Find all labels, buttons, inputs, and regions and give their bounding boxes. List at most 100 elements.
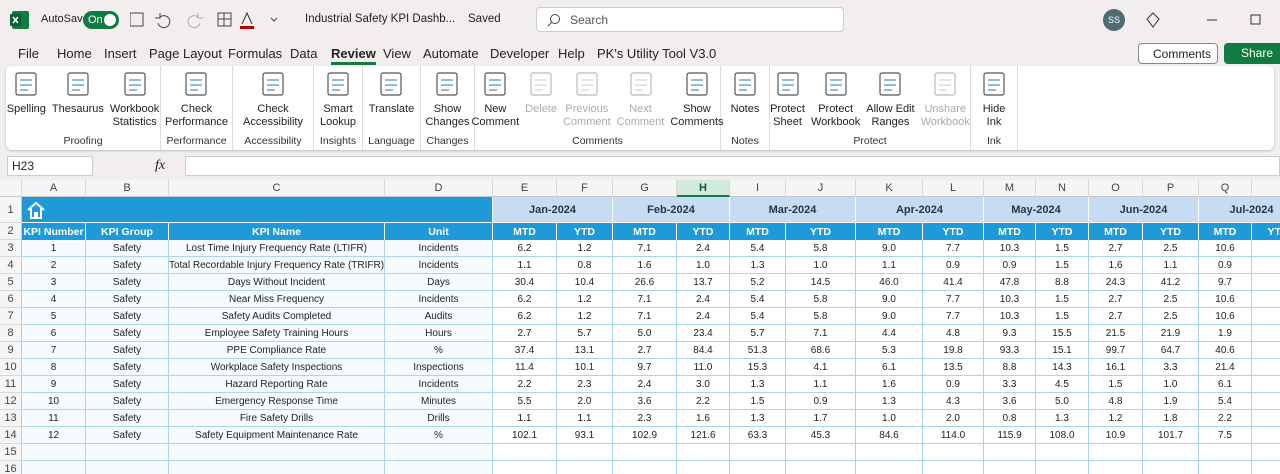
- title-band: [22, 197, 493, 223]
- value-cell: 21.5: [1089, 325, 1143, 342]
- empty-cell: [677, 444, 730, 461]
- value-cell: 3.3: [1143, 359, 1199, 376]
- button-label: Lookup: [319, 116, 357, 128]
- ribbon-button[interactable]: Show Changes: [422, 66, 472, 150]
- ribbon-button[interactable]: Thesaurus: [49, 66, 107, 150]
- value-cell: 1.5: [1036, 240, 1089, 257]
- value-cell: 10.3: [984, 291, 1036, 308]
- value-cell: 1.6: [613, 257, 677, 274]
- search-box[interactable]: Search: [536, 7, 844, 32]
- menu-tab[interactable]: View: [383, 46, 411, 61]
- ribbon-button[interactable]: Protect Workbook: [808, 66, 863, 150]
- empty-cell: [786, 444, 856, 461]
- autosave-state: On: [88, 14, 103, 26]
- value-cell: 10.3: [984, 240, 1036, 257]
- month-header: Apr-2024: [856, 197, 984, 223]
- button-label: Changes: [425, 116, 470, 128]
- empty-cell: [613, 461, 677, 474]
- share-button[interactable]: Share: [1224, 43, 1280, 64]
- value-cell: 1.9: [1199, 325, 1252, 342]
- ribbon-button[interactable]: Show Comments: [667, 66, 726, 150]
- text-cell: Workplace Safety Inspections: [169, 359, 385, 376]
- menu-tab[interactable]: File: [18, 46, 39, 61]
- menu-tab[interactable]: Review: [331, 46, 376, 65]
- text-cell: Incidents: [385, 376, 493, 393]
- text-cell: Safety: [86, 410, 169, 427]
- excel-logo[interactable]: [10, 10, 30, 30]
- text-cell: 10: [22, 393, 86, 410]
- ribbon-button[interactable]: Hide Ink: [976, 66, 1012, 150]
- row-header: 4: [0, 257, 22, 274]
- ribbon-button[interactable]: Check Performance: [162, 66, 231, 150]
- period-label: MTD: [856, 223, 923, 240]
- ribbon-group: Protect Sheet Protect Workbook Allow Edit Ran…: [770, 66, 971, 150]
- group-label: Notes: [731, 135, 759, 147]
- ribbon-button[interactable]: Notes: [727, 66, 763, 150]
- value-cell: 1.6: [677, 410, 730, 427]
- formula-input[interactable]: [185, 156, 1280, 176]
- value-cell: 9.0: [856, 291, 923, 308]
- button-label: Sheet: [773, 116, 802, 128]
- empty-cell: [1143, 444, 1199, 461]
- text-cell: 3: [22, 274, 86, 291]
- quick-access[interactable]: [130, 11, 280, 29]
- button-label: Show: [433, 103, 462, 115]
- autosave-toggle[interactable]: On: [83, 11, 119, 29]
- button-label: Ink: [986, 116, 1002, 128]
- button-label: Next: [629, 103, 652, 115]
- ribbon-button[interactable]: Smart Lookup: [317, 66, 359, 150]
- row-header: 1: [0, 197, 22, 223]
- empty-cell: [856, 444, 923, 461]
- value-cell: 1.1: [557, 410, 613, 427]
- menu-tab[interactable]: Help: [558, 46, 585, 61]
- menu-tab[interactable]: Formulas: [228, 46, 283, 61]
- value-cell: 10.4: [557, 274, 613, 291]
- ribbon-button[interactable]: Spelling: [4, 66, 49, 150]
- value-cell: 6.1: [1199, 376, 1252, 393]
- window-controls[interactable]: [1145, 11, 1275, 29]
- menu-tab[interactable]: PK's Utility Tool V3.0: [597, 46, 717, 61]
- row-header: 3: [0, 240, 22, 257]
- ribbon-button[interactable]: Workbook Statistics: [107, 66, 162, 150]
- value-cell: 9.0: [856, 308, 923, 325]
- comments-button[interactable]: Comments: [1138, 43, 1218, 64]
- empty-cell: [730, 444, 786, 461]
- value-cell: 64.7: [1143, 342, 1199, 359]
- menu-tab[interactable]: Automate: [423, 46, 479, 61]
- value-cell: 13.1: [557, 342, 613, 359]
- value-cell: 40.6: [1199, 342, 1252, 359]
- value-cell: 2.0: [923, 410, 984, 427]
- ribbon-button[interactable]: Protect Sheet: [767, 66, 808, 150]
- menu-tab[interactable]: Home: [57, 46, 92, 61]
- value-cell: 2.5: [1143, 291, 1199, 308]
- value-cell: 37.4: [493, 342, 557, 359]
- value-cell: 2.4: [677, 291, 730, 308]
- text-cell: Safety Equipment Maintenance Rate: [169, 427, 385, 444]
- value-cell: 7.1: [613, 308, 677, 325]
- value-cell: 0.8: [984, 410, 1036, 427]
- user-avatar[interactable]: SS: [1103, 9, 1125, 31]
- value-cell: 1.2: [557, 240, 613, 257]
- function-symbol[interactable]: fx: [155, 158, 166, 173]
- text-cell: Safety Audits Completed: [169, 308, 385, 325]
- ribbon-button[interactable]: Translate: [366, 66, 417, 150]
- menu-tab[interactable]: Data: [290, 46, 318, 61]
- value-cell: 23.4: [677, 325, 730, 342]
- value-cell: 1.0: [1143, 376, 1199, 393]
- ribbon-button[interactable]: New Comment: [468, 66, 522, 150]
- save-status[interactable]: Saved: [468, 13, 501, 25]
- ribbon-button[interactable]: Check Accessibility: [240, 66, 306, 150]
- value-cell: 102.1: [493, 427, 557, 444]
- menu-tab[interactable]: Insert: [104, 46, 137, 61]
- value-cell: 11.4: [493, 359, 557, 376]
- value-cell: 7.7: [923, 291, 984, 308]
- text-cell: Safety: [86, 325, 169, 342]
- file-name: Industrial Safety KPI Dashb...: [305, 13, 456, 25]
- menu-tab[interactable]: Developer: [490, 46, 550, 61]
- empty-cell: [677, 461, 730, 474]
- value-cell: 10.6: [1199, 308, 1252, 325]
- value-cell: 1.2: [557, 308, 613, 325]
- menu-tab[interactable]: Page Layout: [149, 46, 223, 61]
- name-box[interactable]: H23: [7, 156, 93, 176]
- ribbon-button[interactable]: Allow Edit Ranges: [863, 66, 917, 150]
